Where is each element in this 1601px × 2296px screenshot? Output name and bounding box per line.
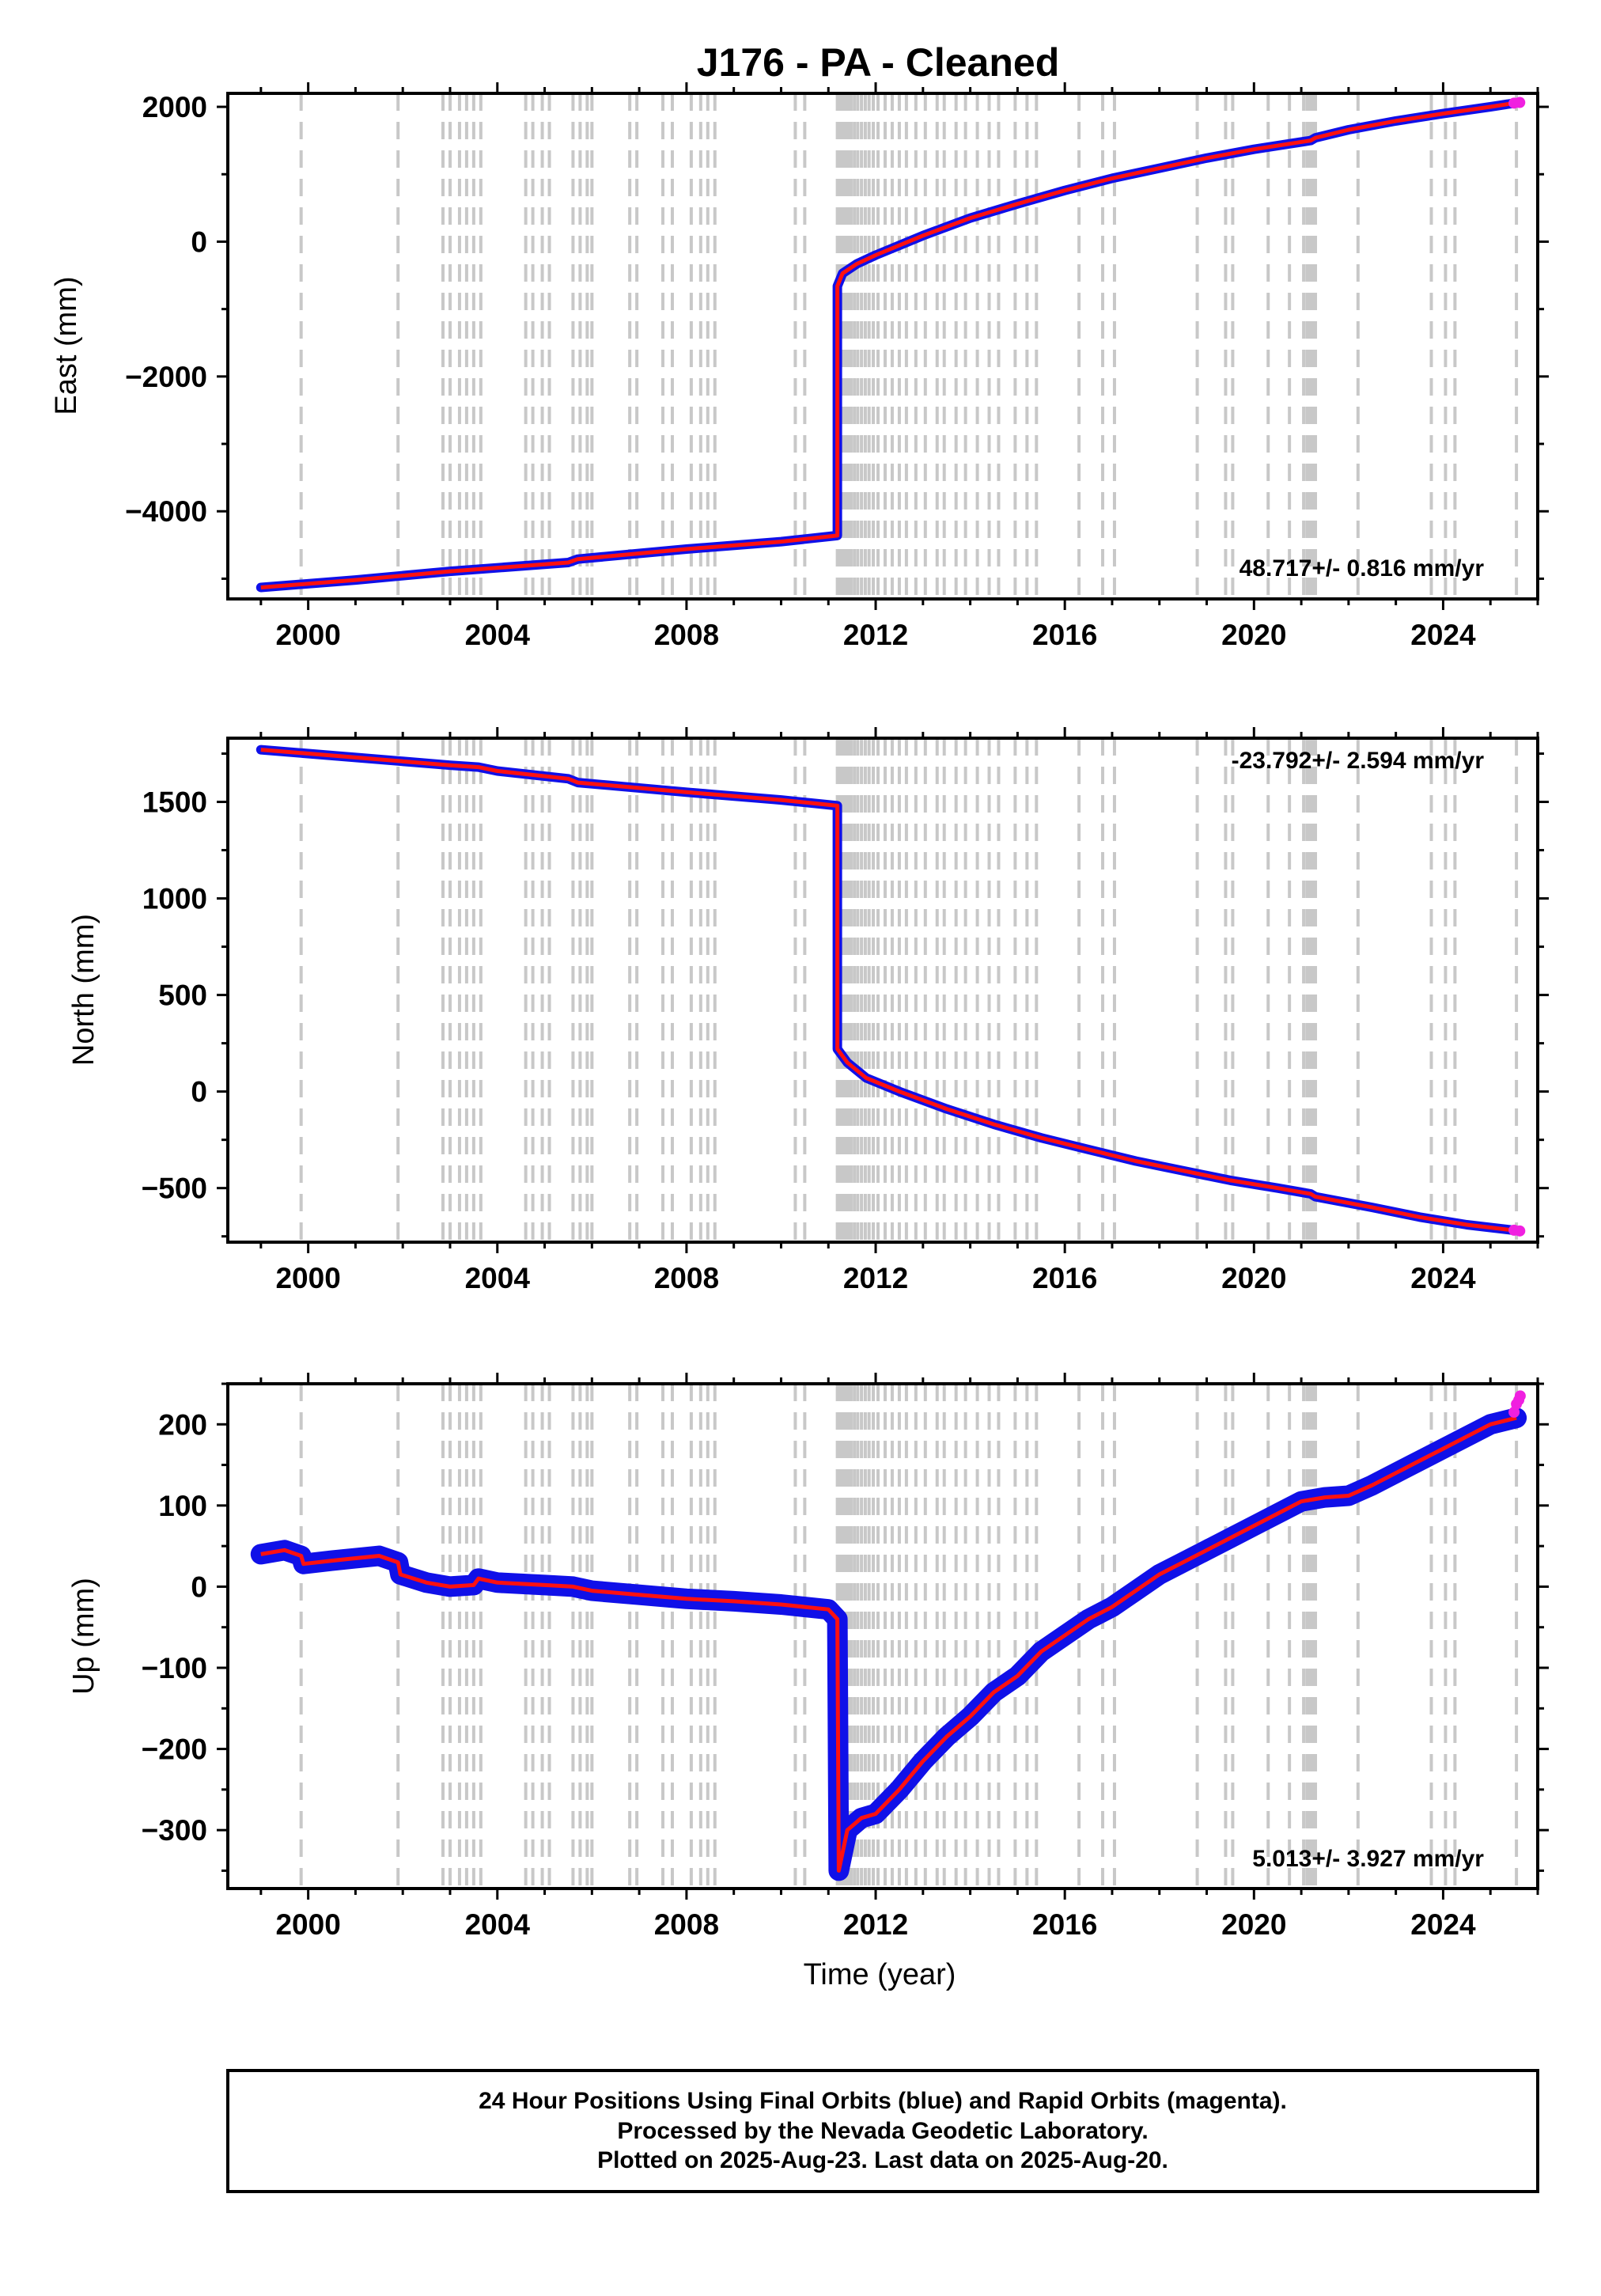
y-tick-label: −4000: [125, 495, 207, 528]
panel-up: 2000 2004 2008 2012 2016 2020 2024−300−200−100…: [67, 1373, 1549, 1941]
x-tick-label: 2000: [275, 1908, 340, 1941]
footer-line-3: Plotted on 2025-Aug-23. Last data on 202…: [597, 2147, 1168, 2173]
x-tick-label: 2012: [843, 1908, 908, 1941]
velocity-label: 5.013+/- 3.927 mm/yr: [1252, 1846, 1484, 1872]
x-tick-label: 2012: [843, 1262, 908, 1294]
plot-frame: [226, 737, 1539, 1244]
y-tick-label: −500: [142, 1173, 207, 1205]
y-tick-label: −300: [142, 1814, 207, 1847]
x-tick-label: 2020: [1221, 1908, 1286, 1941]
y-axis-label: North (mm): [67, 914, 100, 1066]
y-tick-label: −200: [142, 1733, 207, 1766]
y-tick-label: 200: [158, 1408, 207, 1441]
panel-east: 2000 2004 2008 2012 2016 2020 2024 −4000 −2000 0 2…: [50, 82, 1549, 651]
y-tick-label: 100: [158, 1490, 207, 1522]
y-tick-label: 0: [191, 225, 207, 258]
rapid-orbits-point: [1514, 97, 1526, 108]
y-tick-label: −2000: [125, 361, 207, 393]
x-tick-label: 2024: [1410, 1908, 1476, 1941]
final-orbits-series: [255, 744, 1522, 1236]
velocity-label: 48.717+/- 0.816 mm/yr: [1240, 555, 1485, 582]
x-tick-label: 2004: [465, 619, 531, 651]
y-tick-label: 0: [191, 1570, 207, 1603]
x-tick-label: 2000: [275, 1262, 340, 1294]
x-tick-label: 2008: [654, 619, 719, 651]
chart-title: J176 - PA - Cleaned: [697, 40, 1060, 85]
x-tick-label: 2024: [1410, 619, 1476, 651]
x-tick-label: 2004: [465, 1908, 531, 1941]
x-tick-label: 2012: [843, 619, 908, 651]
x-tick-label: 2020: [1221, 1262, 1286, 1294]
footer-line-2: Processed by the Nevada Geodetic Laborat…: [617, 2118, 1148, 2144]
final-orbits-series: [255, 97, 1522, 593]
model-fit-line: [260, 748, 1517, 1233]
velocity-label: -23.792+/- 2.594 mm/yr: [1232, 748, 1485, 774]
model-fit-line: [260, 1415, 1517, 1873]
rapid-orbits-point: [1514, 1390, 1526, 1402]
y-tick-label: 1500: [142, 786, 207, 819]
x-tick-label: 2008: [654, 1908, 719, 1941]
footer-line-1: 24 Hour Positions Using Final Orbits (bl…: [479, 2088, 1287, 2114]
x-tick-label: 2024: [1410, 1262, 1476, 1294]
y-tick-label: 500: [158, 979, 207, 1012]
x-axis-label: Time (year): [804, 1958, 956, 1991]
x-tick-label: 2016: [1032, 1908, 1097, 1941]
y-axis-label: Up (mm): [67, 1578, 100, 1695]
x-tick-label: 2016: [1032, 619, 1097, 651]
y-axis-label: East (mm): [50, 276, 83, 415]
footer-border: [226, 2069, 1539, 2193]
x-tick-label: 2000: [275, 619, 340, 651]
y-tick-label: 2000: [142, 91, 207, 123]
x-tick-label: 2016: [1032, 1262, 1097, 1294]
y-tick-label: 0: [191, 1076, 207, 1108]
rapid-orbits-point: [1514, 1225, 1526, 1237]
y-tick-label: −100: [142, 1652, 207, 1684]
y-tick-label: 1000: [142, 883, 207, 915]
panel-north: 2000 2004 2008 2012 2016 2020 2024 −500 0 500 1000…: [67, 727, 1549, 1294]
plot-frame: [226, 92, 1539, 601]
x-tick-label: 2004: [465, 1262, 531, 1294]
footer-box: 24 Hour Positions Using Final Orbits (bl…: [226, 2069, 1539, 2193]
x-tick-label: 2020: [1221, 619, 1286, 651]
model-fit-line: [260, 100, 1517, 589]
x-tick-label: 2008: [654, 1262, 719, 1294]
plot-frame: [226, 1382, 1539, 1890]
